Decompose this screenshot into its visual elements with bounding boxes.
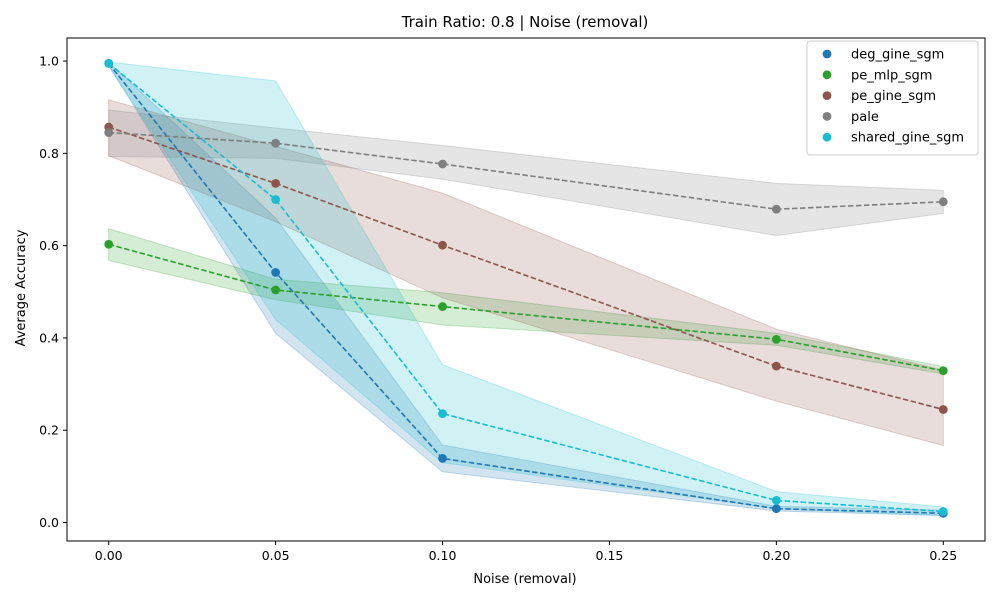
data-point-pe_gine_sgm	[271, 178, 281, 188]
x-tick-label: 0.15	[596, 548, 624, 563]
legend-label-pe_mlp_sgm: pe_mlp_sgm	[851, 68, 932, 83]
data-point-pe_gine_sgm	[938, 405, 948, 414]
data-point-pale	[938, 197, 948, 207]
legend-label-pe_gine_sgm: pe_gine_sgm	[851, 89, 936, 104]
confidence-band-pe_gine_sgm	[108, 99, 944, 447]
legend-marker-deg_gine_sgm	[822, 49, 832, 59]
data-point-deg_gine_sgm	[438, 453, 447, 463]
data-point-shared_gine_sgm	[938, 507, 948, 516]
plot-area-frame	[66, 37, 986, 542]
legend-label-deg_gine_sgm: deg_gine_sgm	[851, 48, 944, 63]
chart-title: Train Ratio: 0.8 | Noise (removal)	[401, 13, 649, 31]
data-point-shared_gine_sgm	[271, 195, 281, 204]
x-tick-label: 0.00	[95, 548, 123, 563]
data-point-pe_mlp_sgm	[271, 285, 281, 295]
data-point-shared_gine_sgm	[438, 409, 447, 419]
x-tick-label: 0.05	[262, 548, 290, 563]
x-tick-label: 0.10	[429, 548, 457, 563]
x-tick-label: 0.20	[762, 548, 790, 563]
data-point-deg_gine_sgm	[271, 268, 281, 277]
y-tick-label: 0.6	[39, 238, 59, 253]
x-axis-label: Noise (removal)	[473, 572, 576, 587]
legend-label-pale: pale	[851, 110, 879, 125]
legend-box	[806, 40, 979, 156]
data-point-pe_mlp_sgm	[771, 334, 781, 344]
legend-marker-pale	[822, 112, 832, 121]
data-point-pe_mlp_sgm	[104, 239, 114, 249]
y-axis-label: Average Accuracy	[14, 229, 29, 346]
data-point-pe_gine_sgm	[438, 240, 447, 250]
legend-marker-pe_gine_sgm	[822, 91, 832, 100]
legend-marker-shared_gine_sgm	[822, 132, 832, 142]
x-axis-ticks: 0.00 0.05 0.10 0.15 0.20 0.25	[95, 541, 957, 563]
y-tick-label: 0.4	[39, 330, 59, 345]
y-tick-label: 1.0	[39, 54, 59, 69]
data-point-pe_mlp_sgm	[938, 366, 948, 376]
legend-marker-pe_mlp_sgm	[822, 70, 832, 80]
series-line-pale	[108, 131, 944, 211]
y-tick-label: 0.2	[39, 423, 59, 438]
data-point-shared_gine_sgm	[771, 495, 781, 505]
confidence-band-pale	[108, 109, 944, 237]
data-point-pale	[771, 204, 781, 214]
y-tick-label: 0.0	[39, 515, 59, 530]
y-tick-label: 0.8	[39, 146, 59, 161]
x-tick-label: 0.25	[929, 548, 957, 563]
y-axis-ticks: 0.0 0.2 0.4 0.6 0.8 1.0	[39, 54, 67, 530]
data-point-shared_gine_sgm	[104, 58, 114, 68]
data-point-pale	[271, 138, 281, 148]
data-point-deg_gine_sgm	[771, 504, 781, 514]
data-point-pe_gine_sgm	[771, 361, 781, 371]
series-points	[104, 58, 948, 518]
data-point-pe_mlp_sgm	[438, 302, 447, 311]
legend-label-shared_gine_sgm: shared_gine_sgm	[851, 131, 964, 146]
data-point-pale	[438, 159, 447, 169]
data-point-pale	[104, 128, 114, 138]
